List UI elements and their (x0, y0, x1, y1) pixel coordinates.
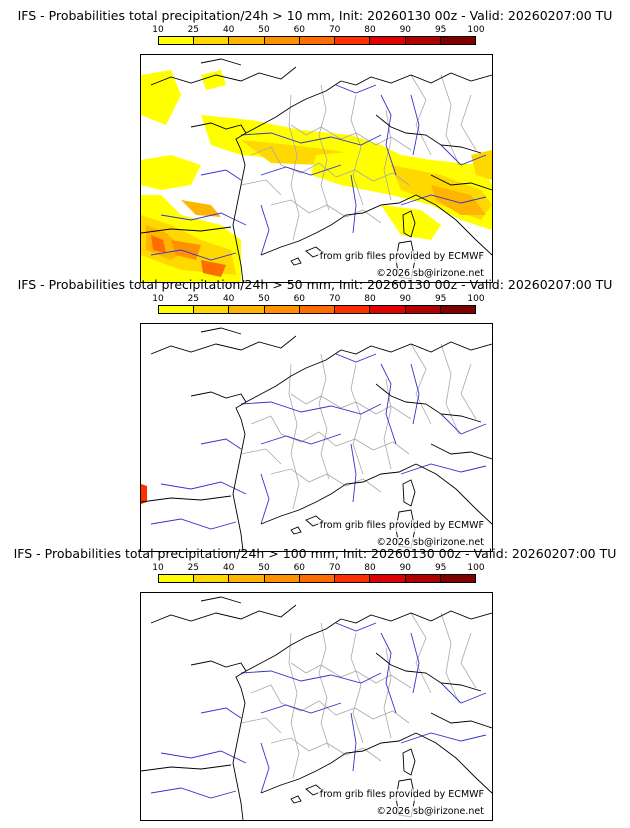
data-source-credit: from grib files provided by ECMWF (317, 789, 486, 801)
colorbar-segment (370, 37, 406, 44)
data-source-credit: from grib files provided by ECMWF (317, 251, 486, 263)
colorbar-tick-label: 10 (152, 294, 164, 304)
colorbar-segment (264, 306, 300, 313)
colorbar-segment (229, 37, 265, 44)
precip-probability-area (141, 155, 201, 190)
colorbar-tick-label: 70 (328, 25, 341, 35)
colorbar-tick-label: 10 (152, 25, 164, 35)
colorbar-tick-label: 60 (293, 563, 306, 573)
colorbar-tick-label: 95 (434, 563, 447, 573)
colorbar-segment (335, 306, 371, 313)
colorbar-tick-label: 70 (328, 294, 341, 304)
colorbar-segment (264, 37, 300, 44)
colorbar-tick-label: 90 (399, 294, 412, 304)
colorbar-segment (440, 306, 475, 313)
colorbar-tick-label: 40 (222, 25, 235, 35)
colorbar-tick-label: 50 (258, 25, 270, 35)
precip-probability-area (201, 70, 226, 90)
colorbar-segment (229, 575, 265, 582)
panel-title: IFS - Probabilities total precipitation/… (17, 277, 613, 292)
precip-probability-area (141, 70, 181, 125)
colorbar-segment (440, 37, 475, 44)
coastline (141, 596, 492, 820)
colorbar-segment (159, 575, 195, 582)
precip-probability-area (171, 240, 201, 260)
colorbar-segment (440, 575, 475, 582)
colorbar-segment (159, 37, 195, 44)
colorbar-segment (299, 306, 336, 313)
colorbar-tick-label: 60 (293, 294, 306, 304)
forecast-panel-3: IFS - Probabilities total precipitation/… (0, 546, 630, 822)
colorbar-tick-label: 90 (399, 563, 412, 573)
copyright-credit: ©2026 sb@irizone.net (374, 537, 486, 549)
colorbar-tick-label: 40 (222, 294, 235, 304)
colorbar-tick-label: 40 (222, 563, 235, 573)
precip-probability-area (201, 260, 226, 277)
map-svg (141, 58, 492, 282)
colorbar-segment (405, 37, 441, 44)
admin-borders (240, 612, 477, 779)
colorbar-segment (264, 575, 300, 582)
colorbar-segment (405, 306, 441, 313)
precip-probability-area (381, 205, 441, 240)
colorbar-tick-label: 25 (187, 563, 200, 573)
colorbar (158, 305, 476, 314)
map-svg (141, 327, 492, 551)
rivers (150, 353, 487, 530)
colorbar-tick-label: 95 (434, 294, 447, 304)
colorbar-segment (194, 37, 230, 44)
precip-map: from grib files provided by ECMWF ©2026 … (140, 592, 493, 821)
colorbar-segment (335, 37, 371, 44)
colorbar-tick-label: 50 (258, 294, 270, 304)
panel-title: IFS - Probabilities total precipitation/… (13, 546, 617, 561)
colorbar-tick-label: 10 (152, 563, 164, 573)
colorbar-tick-label: 25 (187, 25, 200, 35)
precip-probability-area (151, 235, 166, 253)
colorbar-tick-label: 80 (364, 294, 376, 304)
precip-probability-area (181, 200, 221, 217)
precip-probability-area (471, 150, 492, 180)
colorbar-segment (370, 575, 406, 582)
precip-probability-area (141, 484, 147, 504)
colorbar-tick-label: 25 (187, 294, 200, 304)
copyright-credit: ©2026 sb@irizone.net (374, 806, 486, 818)
colorbar-segment (299, 37, 336, 44)
colorbar-tick-label: 100 (467, 25, 485, 35)
colorbar (158, 36, 476, 45)
precip-map: from grib files provided by ECMWF ©2026 … (140, 323, 493, 552)
colorbar-segment (370, 306, 406, 313)
colorbar-tick-label: 90 (399, 25, 412, 35)
colorbar-tick-label: 60 (293, 25, 306, 35)
coastline (141, 58, 492, 282)
admin-borders (240, 343, 477, 510)
forecast-panel-1: IFS - Probabilities total precipitation/… (0, 8, 630, 284)
colorbar-segment (299, 575, 336, 582)
colorbar-tick-label: 50 (258, 563, 270, 573)
colorbar (158, 574, 476, 583)
precip-map: from grib files provided by ECMWF ©2026 … (140, 54, 493, 283)
colorbar-segment (194, 575, 230, 582)
forecast-panel-2: IFS - Probabilities total precipitation/… (0, 277, 630, 553)
colorbar-segment (229, 306, 265, 313)
colorbar-tick-label: 95 (434, 25, 447, 35)
colorbar-segment (335, 575, 371, 582)
colorbar-tick-label: 100 (467, 294, 485, 304)
colorbar-tick-label: 80 (364, 25, 376, 35)
coastline (141, 327, 492, 551)
colorbar-segment (159, 306, 195, 313)
rivers (150, 622, 487, 799)
colorbar-tick-label: 80 (364, 563, 376, 573)
panel-title: IFS - Probabilities total precipitation/… (17, 8, 613, 23)
rivers (150, 84, 487, 261)
colorbar-segment (405, 575, 441, 582)
copyright-credit: ©2026 sb@irizone.net (374, 268, 486, 280)
map-svg (141, 596, 492, 820)
colorbar-segment (194, 306, 230, 313)
colorbar-tick-label: 70 (328, 563, 341, 573)
precip-probability-area (431, 185, 486, 215)
precip-layer (141, 70, 492, 282)
data-source-credit: from grib files provided by ECMWF (317, 520, 486, 532)
precip-layer (141, 484, 147, 504)
colorbar-tick-label: 100 (467, 563, 485, 573)
